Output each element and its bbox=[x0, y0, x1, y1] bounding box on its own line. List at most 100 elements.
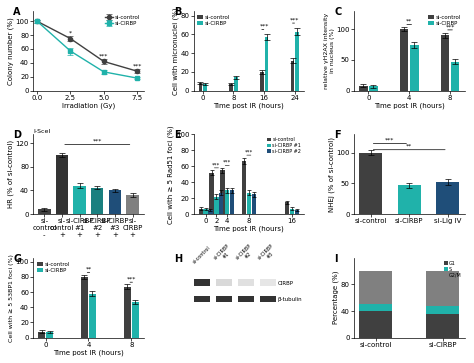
Text: ***: *** bbox=[245, 149, 253, 154]
Text: ***: *** bbox=[446, 24, 455, 29]
Y-axis label: Percentage (%): Percentage (%) bbox=[333, 271, 339, 325]
Bar bbox=[199, 208, 203, 214]
Bar bbox=[359, 271, 392, 305]
Text: ***: *** bbox=[212, 162, 220, 167]
Text: B: B bbox=[173, 7, 181, 17]
FancyBboxPatch shape bbox=[216, 279, 232, 286]
Text: **: ** bbox=[85, 266, 91, 272]
Text: I: I bbox=[334, 254, 337, 264]
FancyBboxPatch shape bbox=[238, 279, 254, 286]
Bar bbox=[203, 84, 207, 91]
X-axis label: Irradiation (Gy): Irradiation (Gy) bbox=[62, 102, 115, 109]
Text: H: H bbox=[173, 254, 182, 264]
Y-axis label: Cell with ≥ 5 53BP1 foci (%): Cell with ≥ 5 53BP1 foci (%) bbox=[9, 254, 14, 342]
Bar bbox=[203, 209, 208, 214]
Legend: si-control, si-CIRBP #1, si-CIRBP #2: si-control, si-CIRBP #1, si-CIRBP #2 bbox=[266, 137, 302, 154]
Y-axis label: Cell with ≥ 5 Rad51 foci (%): Cell with ≥ 5 Rad51 foci (%) bbox=[168, 125, 174, 224]
Bar bbox=[242, 161, 246, 214]
Bar bbox=[81, 277, 88, 338]
Text: F: F bbox=[334, 130, 341, 140]
Text: ***: *** bbox=[223, 160, 231, 165]
Bar bbox=[359, 153, 382, 214]
Text: ***: *** bbox=[385, 137, 394, 142]
Bar bbox=[220, 170, 225, 214]
Bar bbox=[359, 86, 368, 91]
Bar bbox=[441, 36, 449, 91]
Text: si-CIRBP
#3: si-CIRBP #3 bbox=[257, 243, 279, 265]
Bar bbox=[109, 191, 121, 214]
Text: **: ** bbox=[406, 143, 412, 148]
X-axis label: Time post IR (hours): Time post IR (hours) bbox=[213, 226, 284, 232]
Bar bbox=[295, 210, 299, 214]
Bar bbox=[38, 209, 51, 214]
Bar bbox=[426, 314, 459, 338]
Bar bbox=[214, 196, 219, 214]
Bar bbox=[219, 192, 223, 214]
Bar bbox=[291, 61, 294, 91]
Bar bbox=[246, 192, 251, 214]
Text: G: G bbox=[13, 254, 21, 264]
Legend: si-control, si-CIRBP: si-control, si-CIRBP bbox=[196, 14, 231, 27]
Bar bbox=[285, 202, 290, 214]
Bar bbox=[56, 155, 68, 214]
Text: ***: *** bbox=[290, 17, 300, 22]
Bar bbox=[210, 173, 214, 214]
Text: ***: *** bbox=[259, 24, 269, 29]
Bar bbox=[260, 72, 264, 91]
Bar bbox=[400, 29, 409, 91]
Bar bbox=[229, 84, 233, 91]
Text: I-SceI: I-SceI bbox=[33, 129, 50, 134]
Bar bbox=[252, 194, 256, 214]
Y-axis label: Cell with micronuclei (%): Cell with micronuclei (%) bbox=[173, 7, 179, 94]
FancyBboxPatch shape bbox=[216, 297, 232, 302]
Text: A: A bbox=[13, 7, 21, 17]
X-axis label: Time post IR (hours): Time post IR (hours) bbox=[53, 349, 124, 356]
Y-axis label: relative γH2AX intensity
in nucleus (%): relative γH2AX intensity in nucleus (%) bbox=[324, 13, 335, 89]
FancyBboxPatch shape bbox=[194, 279, 210, 286]
Bar bbox=[369, 86, 378, 91]
Text: C: C bbox=[334, 7, 341, 17]
Bar bbox=[73, 186, 86, 214]
Legend: G1, S, G2/M: G1, S, G2/M bbox=[444, 260, 462, 278]
X-axis label: Time post IR (hours): Time post IR (hours) bbox=[213, 102, 284, 109]
Bar bbox=[225, 190, 229, 214]
Text: β-tubulin: β-tubulin bbox=[278, 297, 302, 302]
Text: si-CIRBP
#1: si-CIRBP #1 bbox=[213, 243, 235, 265]
Text: si-CIRBP
#2: si-CIRBP #2 bbox=[235, 243, 257, 265]
FancyBboxPatch shape bbox=[194, 297, 210, 302]
Bar bbox=[230, 190, 234, 214]
Legend: si-control, si-CIRBP: si-control, si-CIRBP bbox=[36, 261, 71, 274]
Bar bbox=[295, 32, 299, 91]
Bar bbox=[451, 62, 459, 91]
Text: ***: *** bbox=[127, 277, 136, 281]
Bar bbox=[199, 83, 202, 91]
Bar bbox=[91, 188, 103, 214]
Text: *: * bbox=[69, 31, 72, 36]
X-axis label: Time post IR (hours): Time post IR (hours) bbox=[374, 102, 445, 109]
Text: ***: *** bbox=[92, 138, 102, 143]
Text: si-control: si-control bbox=[192, 245, 212, 265]
Bar bbox=[426, 271, 459, 306]
Y-axis label: Colony number (%): Colony number (%) bbox=[8, 17, 14, 85]
Bar bbox=[410, 45, 419, 91]
Y-axis label: HR (% of si-control): HR (% of si-control) bbox=[8, 140, 14, 208]
Text: ***: *** bbox=[99, 54, 109, 59]
Text: E: E bbox=[173, 130, 180, 140]
Bar bbox=[359, 311, 392, 338]
FancyBboxPatch shape bbox=[260, 279, 276, 286]
Bar bbox=[208, 210, 213, 214]
Bar bbox=[38, 331, 45, 338]
Bar bbox=[132, 302, 139, 338]
Bar bbox=[234, 77, 238, 91]
Bar bbox=[127, 195, 139, 214]
Bar bbox=[265, 37, 268, 91]
Bar bbox=[46, 332, 53, 338]
Bar bbox=[124, 287, 131, 338]
Bar bbox=[290, 208, 294, 214]
Bar bbox=[359, 305, 392, 311]
FancyBboxPatch shape bbox=[260, 297, 276, 302]
Text: **: ** bbox=[406, 19, 412, 24]
Text: ***: *** bbox=[132, 64, 142, 68]
Bar bbox=[89, 294, 96, 338]
Legend: si-control, si-CIRBP: si-control, si-CIRBP bbox=[427, 14, 462, 27]
